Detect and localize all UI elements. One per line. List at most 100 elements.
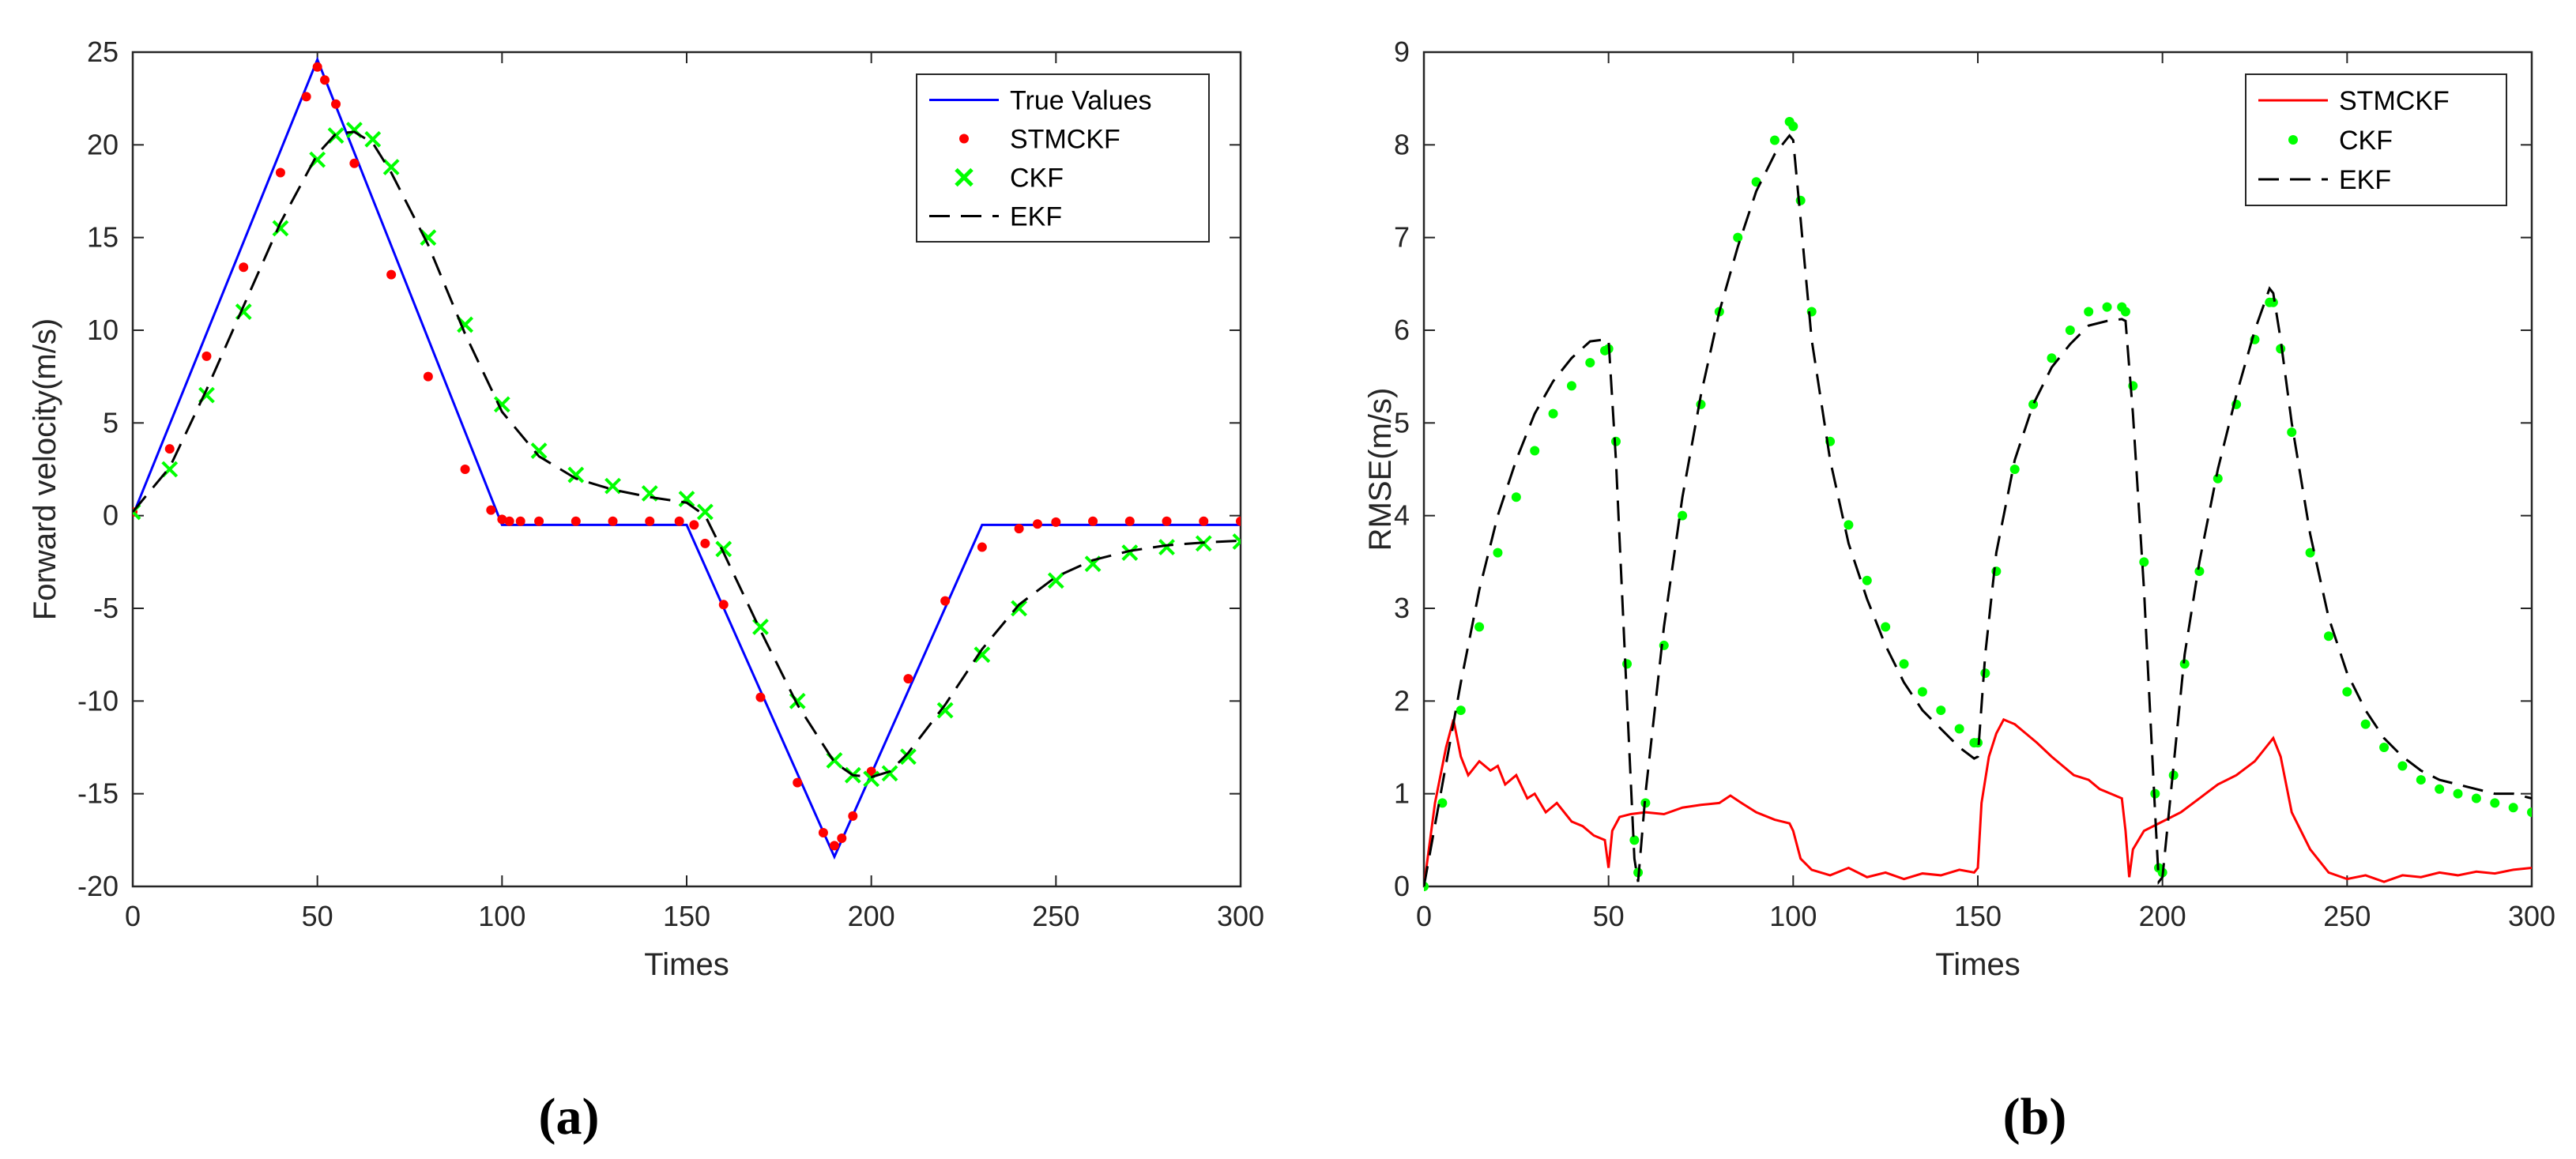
chart-a: 0 50 100 150 200 250 300 -20 -15 -10 -5 0 5 10 15 20 25 T… bbox=[28, 36, 1264, 1146]
series-ekf-line bbox=[133, 130, 1241, 779]
series-ckf-point-stroke bbox=[1158, 539, 1175, 555]
x-tick-label: 150 bbox=[663, 900, 710, 932]
series-ckf-point-stroke bbox=[567, 466, 585, 484]
series-ckf-point bbox=[1121, 544, 1139, 562]
series-ckf-point-stroke bbox=[1232, 533, 1241, 544]
series-stmckf-point bbox=[829, 841, 839, 851]
x-tick-label: 250 bbox=[1032, 900, 1079, 932]
series-ckf-point-stroke bbox=[530, 442, 548, 459]
series-ckf-point bbox=[2139, 557, 2149, 567]
series-ckf-point bbox=[2102, 302, 2112, 312]
series-ekf bbox=[1424, 134, 2532, 887]
series-ckf-point bbox=[881, 765, 898, 782]
series-stmckf-point bbox=[977, 542, 987, 552]
x-tick-label: 100 bbox=[1769, 900, 1817, 932]
series-true-values bbox=[133, 56, 1241, 860]
series-stmckf-point bbox=[940, 596, 951, 606]
y-tick-label: 25 bbox=[87, 36, 119, 68]
series-stmckf-point bbox=[1199, 516, 1209, 526]
series-ckf-point bbox=[1629, 835, 1640, 845]
series-ckf-point bbox=[567, 466, 585, 484]
legend-label: True Values bbox=[1010, 86, 1152, 116]
series-layer bbox=[1424, 117, 2532, 891]
series-stmckf-point bbox=[903, 674, 913, 684]
panel-label: (a) bbox=[539, 1088, 600, 1146]
series-stmckf-point bbox=[423, 371, 433, 382]
series-ckf-point-stroke bbox=[881, 765, 898, 782]
legend-entry-stmckf: STMCKF bbox=[959, 125, 1120, 155]
series-ckf-point bbox=[696, 503, 714, 521]
series-stmckf-point bbox=[164, 444, 175, 454]
series-stmckf-point bbox=[1014, 524, 1024, 534]
series-ckf-point-stroke bbox=[863, 770, 880, 788]
series-ckf-point bbox=[1936, 706, 1946, 716]
x-tick-label: 300 bbox=[2508, 900, 2555, 932]
series-ckf-point-stroke bbox=[420, 229, 437, 246]
series-ckf-point bbox=[1511, 492, 1521, 502]
series-ckf-point bbox=[715, 540, 733, 558]
legend-entry-stmckf: STMCKF bbox=[2258, 86, 2450, 116]
series-ckf-point bbox=[1232, 533, 1241, 550]
y-tick-label: -20 bbox=[77, 870, 119, 902]
series-ckf-point-stroke bbox=[493, 396, 510, 413]
series-ckf-point bbox=[1474, 622, 1485, 632]
series-ckf-point bbox=[382, 159, 400, 175]
x-tick-label: 0 bbox=[1416, 900, 1432, 932]
series-ckf-point bbox=[2323, 631, 2333, 642]
x-tick-label: 0 bbox=[125, 900, 141, 932]
legend-entry-ekf: EKF bbox=[2258, 165, 2391, 195]
series-stmckf-point bbox=[689, 520, 699, 530]
series-ckf-point bbox=[1881, 622, 1891, 632]
y-tick-label: 2 bbox=[1394, 684, 1410, 717]
y-tick-label: -10 bbox=[77, 684, 119, 717]
x-axis-label: Times bbox=[1935, 947, 2020, 982]
series-ckf-point bbox=[2009, 465, 2020, 474]
series-ckf-point-stroke bbox=[457, 316, 474, 333]
series-ckf-point bbox=[863, 770, 880, 788]
series-ckf-point bbox=[974, 646, 991, 664]
series-stmckf-point bbox=[386, 269, 397, 280]
series-stmckf-point bbox=[571, 516, 581, 526]
series-ckf-point bbox=[2416, 775, 2426, 785]
legend-swatch bbox=[955, 167, 974, 187]
series-ckf-point bbox=[2084, 307, 2094, 317]
y-tick-label: 10 bbox=[87, 314, 119, 346]
series-ckf-point bbox=[2194, 566, 2205, 577]
y-tick-label: 0 bbox=[103, 499, 119, 532]
series-ckf-point bbox=[1862, 575, 1872, 585]
series-ckf-point bbox=[1437, 798, 1448, 808]
series-ekf bbox=[133, 130, 1241, 779]
series-stmckf-point bbox=[848, 811, 858, 821]
series-ckf-point-stroke bbox=[1121, 544, 1139, 562]
legend-label: EKF bbox=[1010, 202, 1062, 232]
y-tick-label: -15 bbox=[77, 777, 119, 810]
series-stmckf-point bbox=[718, 600, 729, 610]
series-ckf bbox=[1424, 117, 2532, 891]
series-ckf-point bbox=[530, 442, 548, 459]
series-stmckf-point bbox=[1124, 516, 1135, 526]
series-ckf-point bbox=[2268, 297, 2278, 307]
series-ckf-point-stroke bbox=[1011, 600, 1028, 617]
series-ckf bbox=[133, 122, 1241, 788]
series-ckf-point bbox=[2028, 399, 2039, 409]
chart-b: 0 50 100 150 200 250 300 0 1 2 3 4 5 6 7 8 9 Times RMSE(m/… bbox=[1363, 36, 2555, 1146]
series-stmckf-point bbox=[275, 167, 285, 178]
legend-entry-ckf: CKF bbox=[2288, 126, 2393, 156]
y-axis-label: Forward velocity(m/s) bbox=[28, 318, 62, 620]
series-stmckf-point bbox=[1088, 516, 1098, 526]
series-ckf-point bbox=[1954, 724, 1964, 734]
series-ckf-point-stroke bbox=[272, 220, 289, 237]
y-tick-label: 8 bbox=[1394, 128, 1410, 160]
series-stmckf-point bbox=[674, 516, 684, 526]
series-layer bbox=[133, 56, 1241, 860]
series-ckf-point bbox=[1843, 520, 1854, 530]
series-stmckf-point bbox=[1162, 516, 1172, 526]
series-stmckf-point bbox=[1236, 516, 1241, 526]
series-ckf-point bbox=[1585, 358, 1595, 368]
series-ckf-point bbox=[2065, 325, 2075, 335]
y-tick-label: 1 bbox=[1394, 777, 1410, 810]
y-tick-label: 4 bbox=[1394, 499, 1410, 532]
y-axis-label: RMSE(m/s) bbox=[1363, 388, 1398, 551]
x-tick-label: 100 bbox=[478, 900, 525, 932]
legend-box bbox=[916, 73, 1210, 243]
